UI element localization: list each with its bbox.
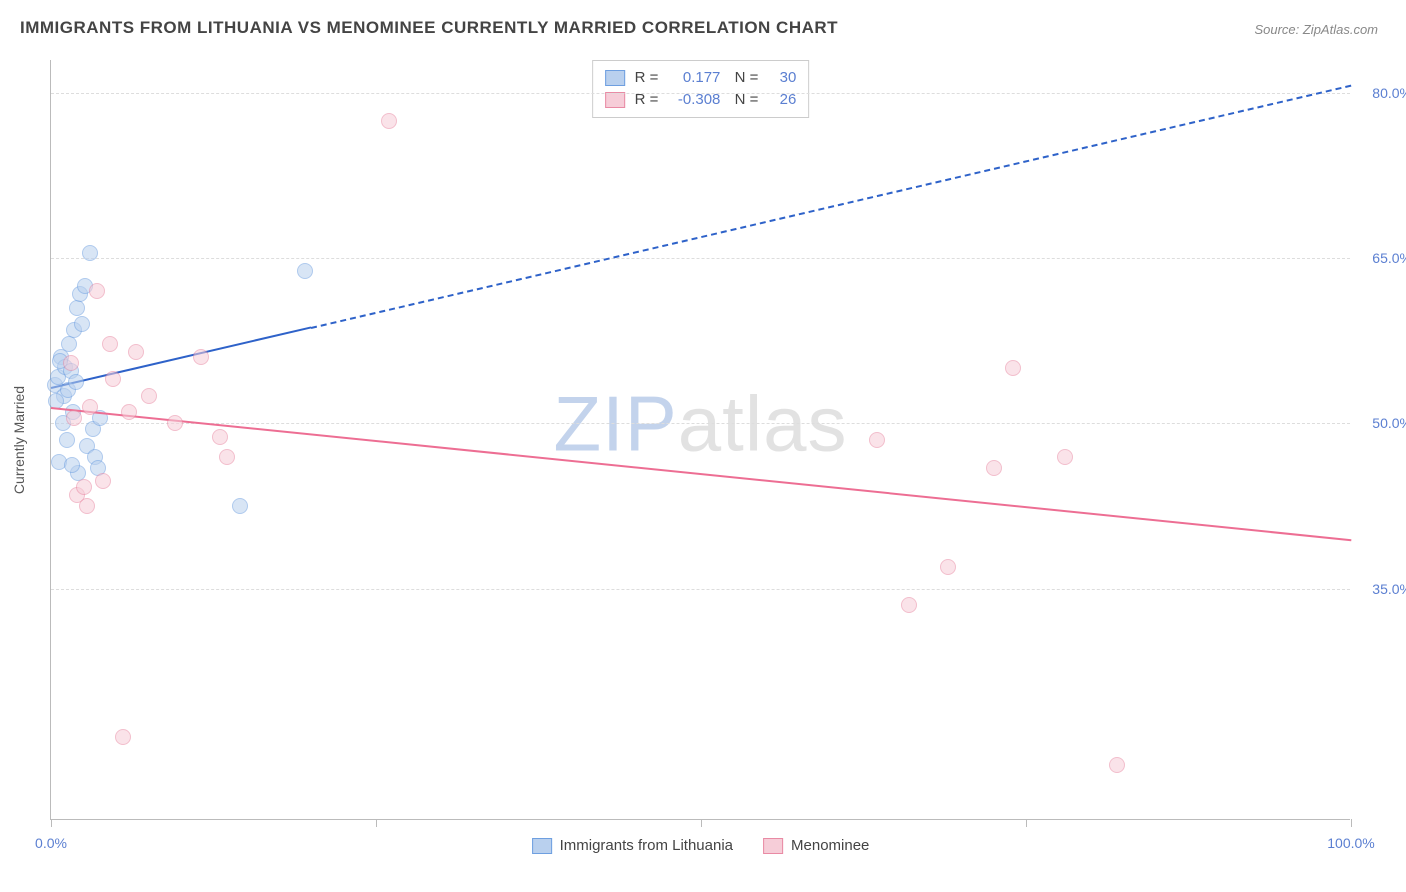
x-tick <box>1026 819 1027 827</box>
swatch-series-2 <box>605 92 625 108</box>
scatter-point <box>89 283 105 299</box>
y-tick-label: 35.0% <box>1372 581 1406 597</box>
scatter-point <box>1109 757 1125 773</box>
scatter-point <box>82 399 98 415</box>
trend-line <box>311 84 1351 328</box>
x-tick-label: 0.0% <box>35 835 67 851</box>
legend-item-2: Menominee <box>763 837 869 854</box>
trend-line <box>51 407 1351 541</box>
x-tick <box>701 819 702 827</box>
scatter-point <box>940 559 956 575</box>
swatch-icon <box>763 838 783 854</box>
scatter-point <box>232 498 248 514</box>
scatter-point <box>219 449 235 465</box>
y-tick-label: 65.0% <box>1372 250 1406 266</box>
scatter-point <box>74 316 90 332</box>
gridline <box>51 93 1350 94</box>
scatter-point <box>901 597 917 613</box>
scatter-point <box>66 410 82 426</box>
scatter-point <box>1005 360 1021 376</box>
scatter-point <box>128 344 144 360</box>
scatter-point <box>105 371 121 387</box>
scatter-plot-area: ZIPatlas Currently Married R = 0.177 N =… <box>50 60 1350 820</box>
scatter-point <box>141 388 157 404</box>
y-tick-label: 50.0% <box>1372 415 1406 431</box>
scatter-point <box>167 415 183 431</box>
scatter-point <box>61 336 77 352</box>
scatter-point <box>102 336 118 352</box>
x-tick <box>51 819 52 827</box>
scatter-point <box>63 355 79 371</box>
source-credit: Source: ZipAtlas.com <box>1254 22 1378 37</box>
y-tick-label: 80.0% <box>1372 85 1406 101</box>
swatch-icon <box>532 838 552 854</box>
scatter-point <box>115 729 131 745</box>
scatter-point <box>68 374 84 390</box>
scatter-point <box>121 404 137 420</box>
chart-title: IMMIGRANTS FROM LITHUANIA VS MENOMINEE C… <box>20 18 838 38</box>
scatter-point <box>95 473 111 489</box>
scatter-point <box>76 479 92 495</box>
series-legend: Immigrants from Lithuania Menominee <box>532 837 870 854</box>
scatter-point <box>212 429 228 445</box>
correlation-legend: R = 0.177 N = 30 R = -0.308 N = 26 <box>592 60 810 118</box>
scatter-point <box>79 498 95 514</box>
x-tick <box>1351 819 1352 827</box>
legend-row-series-1: R = 0.177 N = 30 <box>605 67 797 89</box>
scatter-point <box>193 349 209 365</box>
gridline <box>51 423 1350 424</box>
scatter-point <box>869 432 885 448</box>
trend-line <box>51 327 311 390</box>
gridline <box>51 258 1350 259</box>
scatter-point <box>59 432 75 448</box>
scatter-point <box>69 300 85 316</box>
scatter-point <box>1057 449 1073 465</box>
scatter-point <box>381 113 397 129</box>
x-tick <box>376 819 377 827</box>
x-tick-label: 100.0% <box>1327 835 1374 851</box>
swatch-series-1 <box>605 70 625 86</box>
scatter-point <box>986 460 1002 476</box>
legend-item-1: Immigrants from Lithuania <box>532 837 733 854</box>
scatter-point <box>82 245 98 261</box>
y-axis-label: Currently Married <box>11 385 27 493</box>
scatter-point <box>64 457 80 473</box>
scatter-point <box>297 263 313 279</box>
gridline <box>51 589 1350 590</box>
